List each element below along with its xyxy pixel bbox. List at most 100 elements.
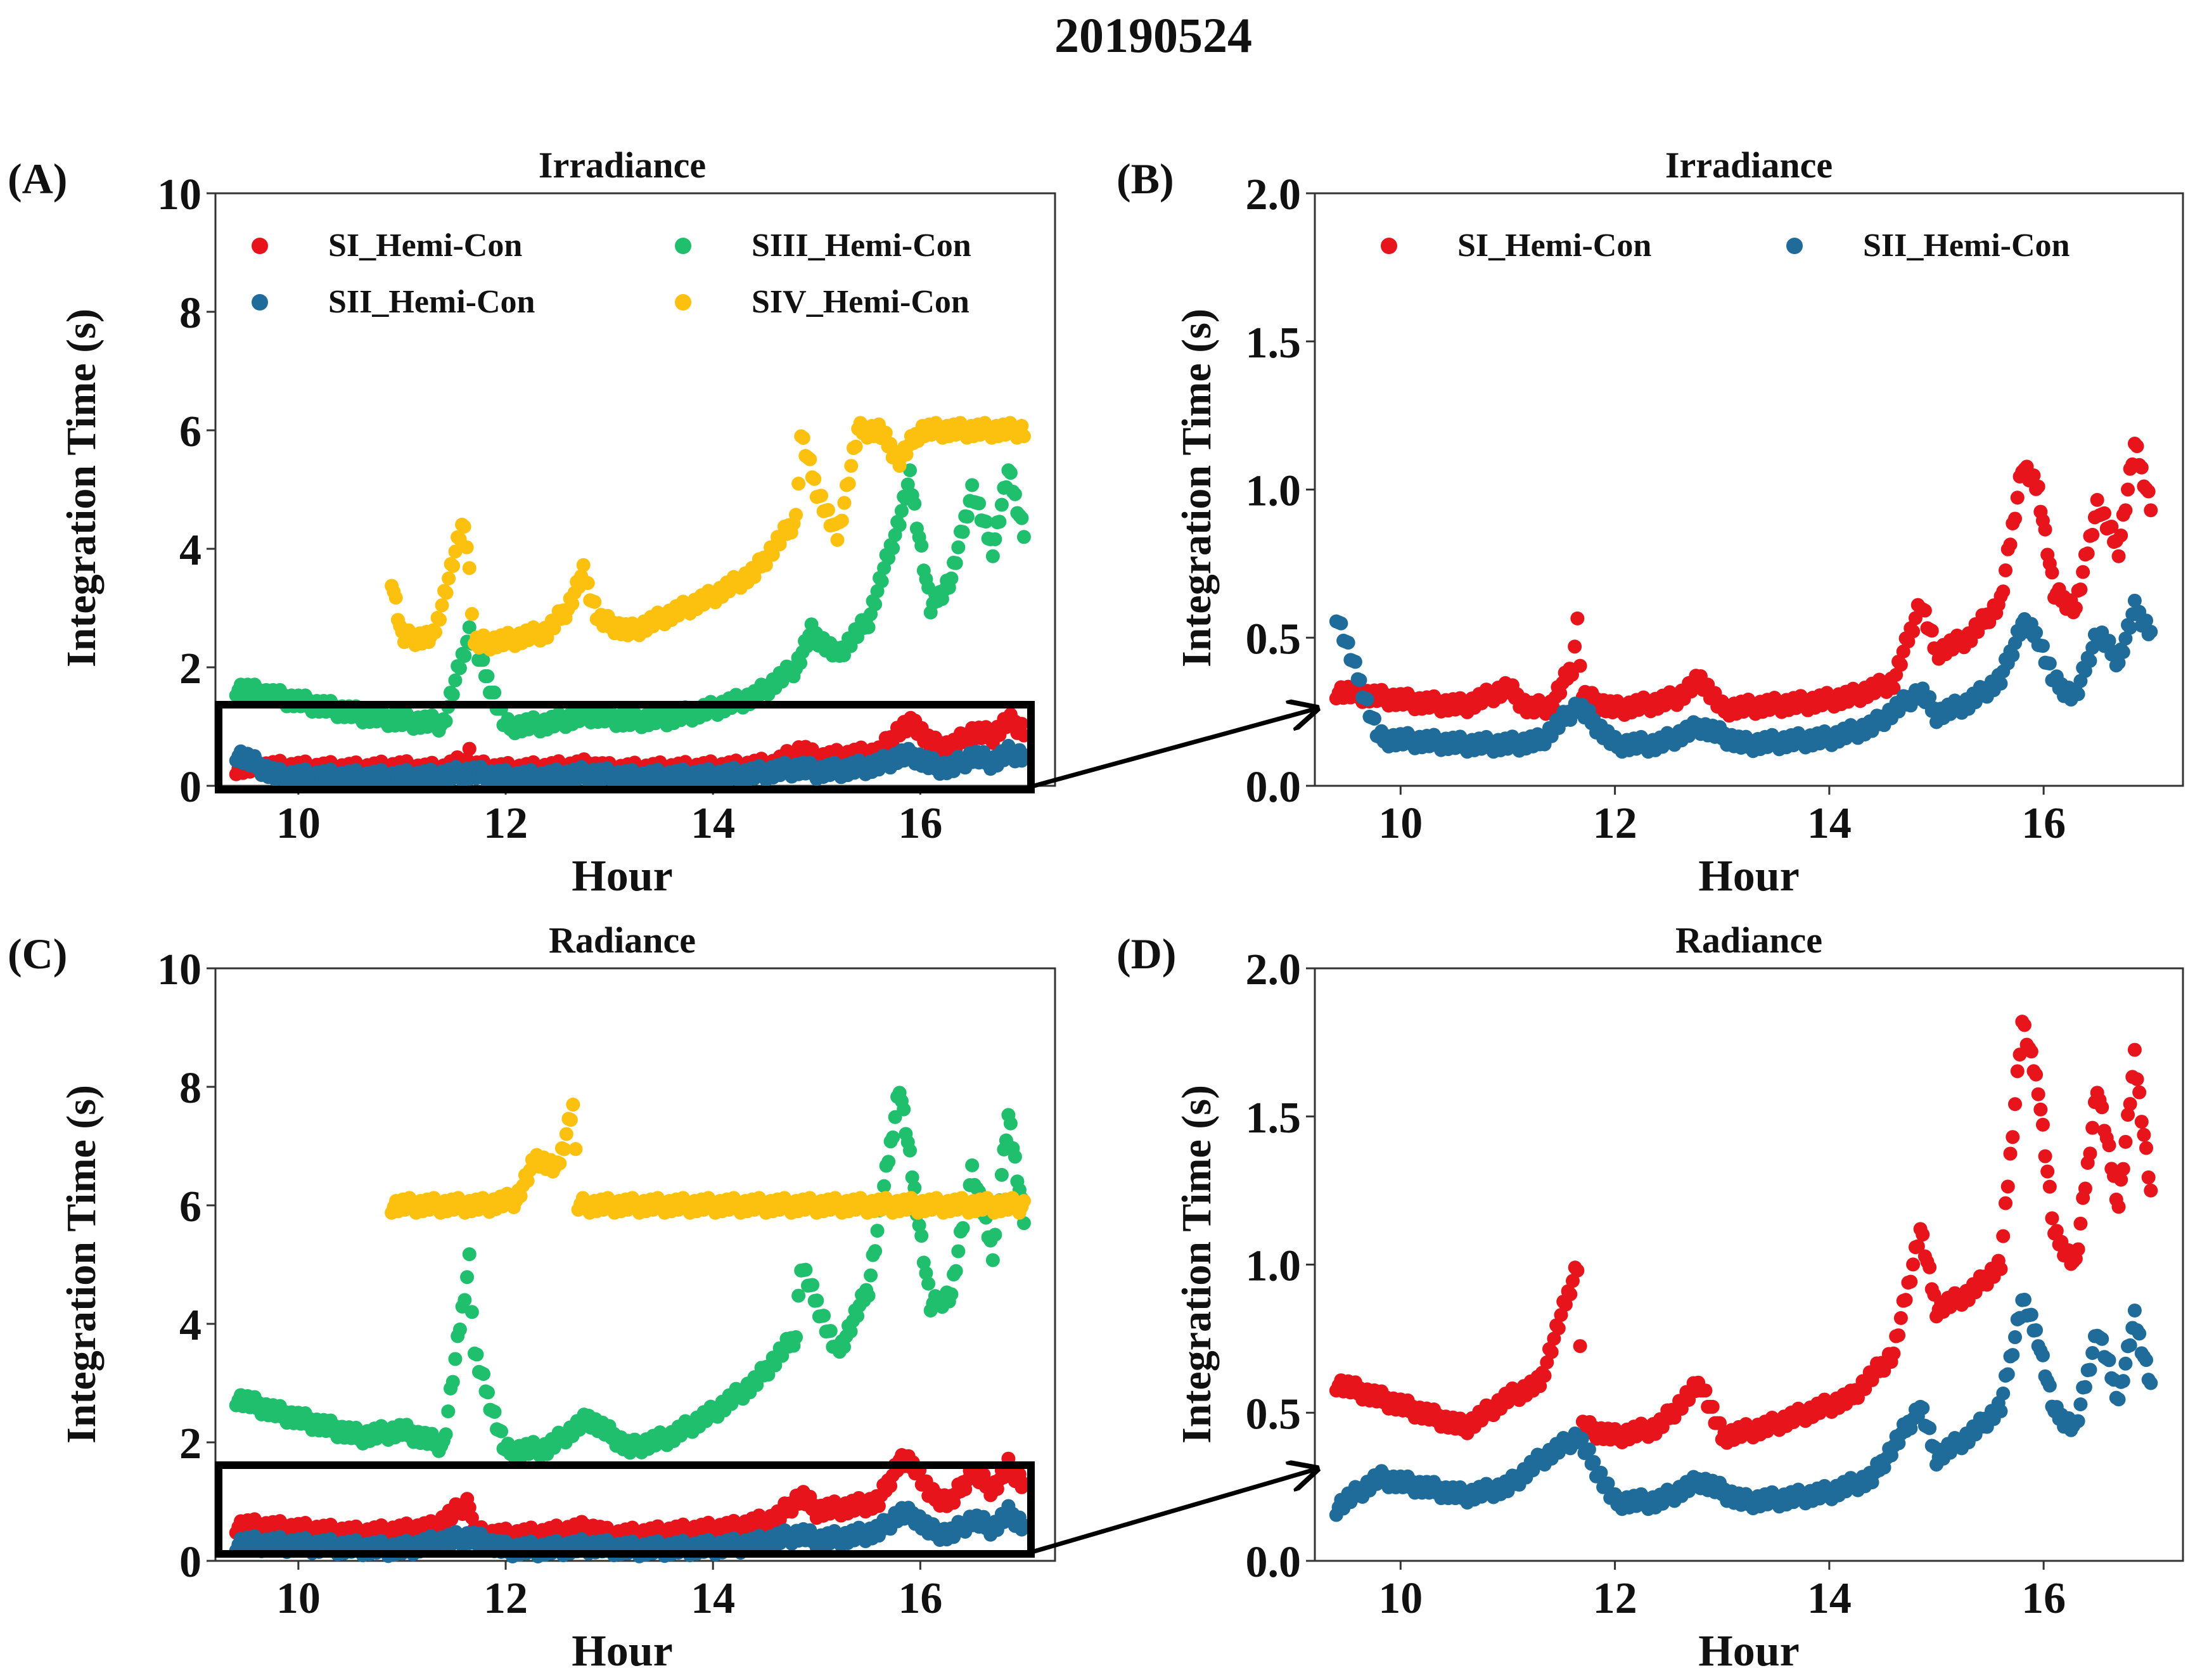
- data-point: [462, 741, 477, 756]
- data-point: [2116, 1374, 2130, 1388]
- data-point: [439, 586, 454, 600]
- data-point: [480, 1385, 495, 1400]
- data-point: [881, 1155, 896, 1169]
- data-point: [2008, 511, 2023, 526]
- panel-b-xlabel: Hour: [1698, 852, 1799, 901]
- data-point: [2134, 1115, 2149, 1129]
- data-point: [2071, 1414, 2085, 1428]
- x-tick-label: 16: [2021, 799, 2066, 848]
- data-point: [1016, 530, 1031, 544]
- data-point: [1003, 1116, 1018, 1131]
- x-tick-label: 10: [276, 1574, 321, 1623]
- data-point: [2085, 527, 2100, 542]
- x-tick-label: 12: [1593, 1574, 1637, 1623]
- data-point: [886, 1130, 900, 1145]
- data-point: [388, 591, 403, 605]
- data-point: [441, 1404, 456, 1419]
- data-point: [2073, 1397, 2088, 1412]
- data-point: [2083, 1146, 2097, 1161]
- data-point: [914, 539, 929, 553]
- data-point: [435, 598, 449, 613]
- data-point: [1573, 658, 1587, 673]
- data-point: [1582, 1442, 1596, 1457]
- panel-b-legend: SI_Hemi-Con SII_Hemi-Con: [1381, 228, 2070, 264]
- data-point: [2111, 549, 2126, 563]
- data-point: [2130, 1072, 2144, 1086]
- data-point: [1916, 1228, 1930, 1242]
- data-point: [1014, 418, 1029, 433]
- data-point: [1923, 1260, 1937, 1274]
- data-point: [462, 1247, 477, 1262]
- data-point: [1594, 1465, 1608, 1480]
- data-point: [2127, 1303, 2142, 1318]
- x-tick-label: 14: [691, 1574, 735, 1623]
- data-point: [994, 497, 1009, 512]
- data-point: [944, 1287, 959, 1302]
- data-point: [2121, 482, 2135, 497]
- series-siii: [229, 1086, 1031, 1465]
- data-point: [1008, 487, 1022, 501]
- data-point: [2127, 593, 2142, 608]
- data-point: [2031, 1087, 2045, 1101]
- data-point: [2078, 1380, 2092, 1394]
- x-tick-label: 10: [1378, 799, 1423, 848]
- data-point: [458, 648, 472, 663]
- data-point: [949, 556, 963, 570]
- data-point: [2000, 1367, 2015, 1382]
- panel-c-xlabel: Hour: [572, 1627, 672, 1676]
- data-point: [2038, 522, 2052, 537]
- data-point: [476, 653, 490, 667]
- data-point: [2040, 1164, 2055, 1179]
- data-point: [2006, 1348, 2020, 1363]
- y-tick-label: 4: [179, 526, 202, 575]
- data-point: [557, 1142, 572, 1157]
- data-point: [2035, 1348, 2050, 1363]
- data-point: [861, 1288, 876, 1303]
- data-point: [1996, 1386, 2011, 1401]
- data-point: [900, 477, 915, 492]
- data-point: [566, 1098, 580, 1112]
- data-point: [2095, 1100, 2109, 1115]
- data-point: [830, 532, 845, 547]
- data-point: [1904, 1274, 1918, 1289]
- data-point: [1334, 616, 1348, 631]
- legend-marker-siii: [675, 238, 691, 254]
- data-point: [905, 1170, 919, 1184]
- data-point: [487, 1404, 502, 1419]
- data-point: [2029, 625, 2044, 640]
- data-point: [798, 1262, 813, 1277]
- panel-b-plot: 10 12 14 16 0.0 0.5 1.0 1.5 2.0: [1246, 170, 2184, 848]
- y-tick-label: 4: [179, 1301, 202, 1350]
- panel-a-zoom-arrow: [1034, 709, 1317, 788]
- x-tick-label: 16: [898, 1574, 942, 1623]
- x-tick-label: 16: [2021, 1574, 2066, 1623]
- data-point: [897, 1102, 911, 1117]
- data-point: [805, 1278, 820, 1292]
- data-point: [894, 504, 909, 518]
- data-point: [1998, 1196, 2013, 1210]
- data-point: [2017, 1292, 2032, 1307]
- data-point: [2139, 1353, 2154, 1368]
- data-point: [1540, 1355, 1554, 1369]
- series-si: [1329, 437, 2158, 723]
- data-point: [2102, 1353, 2116, 1368]
- data-point: [494, 1424, 509, 1439]
- data-point: [1003, 466, 1018, 480]
- data-point: [2006, 648, 2020, 663]
- data-point: [2144, 1376, 2158, 1390]
- data-point: [886, 541, 900, 555]
- data-point: [438, 1427, 453, 1442]
- data-point: [2045, 1211, 2059, 1226]
- data-point: [807, 471, 822, 486]
- data-point: [433, 612, 447, 627]
- data-point: [1353, 673, 1367, 688]
- legend-marker-sii: [1786, 238, 1803, 254]
- legend-marker-si: [1381, 238, 1397, 254]
- data-point: [1917, 603, 1932, 618]
- data-point: [842, 477, 856, 491]
- data-point: [1898, 1293, 1913, 1307]
- data-point: [944, 571, 959, 586]
- panel-a-legend: SI_Hemi-Con SII_Hemi-Con SIII_Hemi-Con S…: [252, 228, 971, 320]
- legend-marker-si: [252, 238, 268, 254]
- data-point: [817, 1309, 831, 1323]
